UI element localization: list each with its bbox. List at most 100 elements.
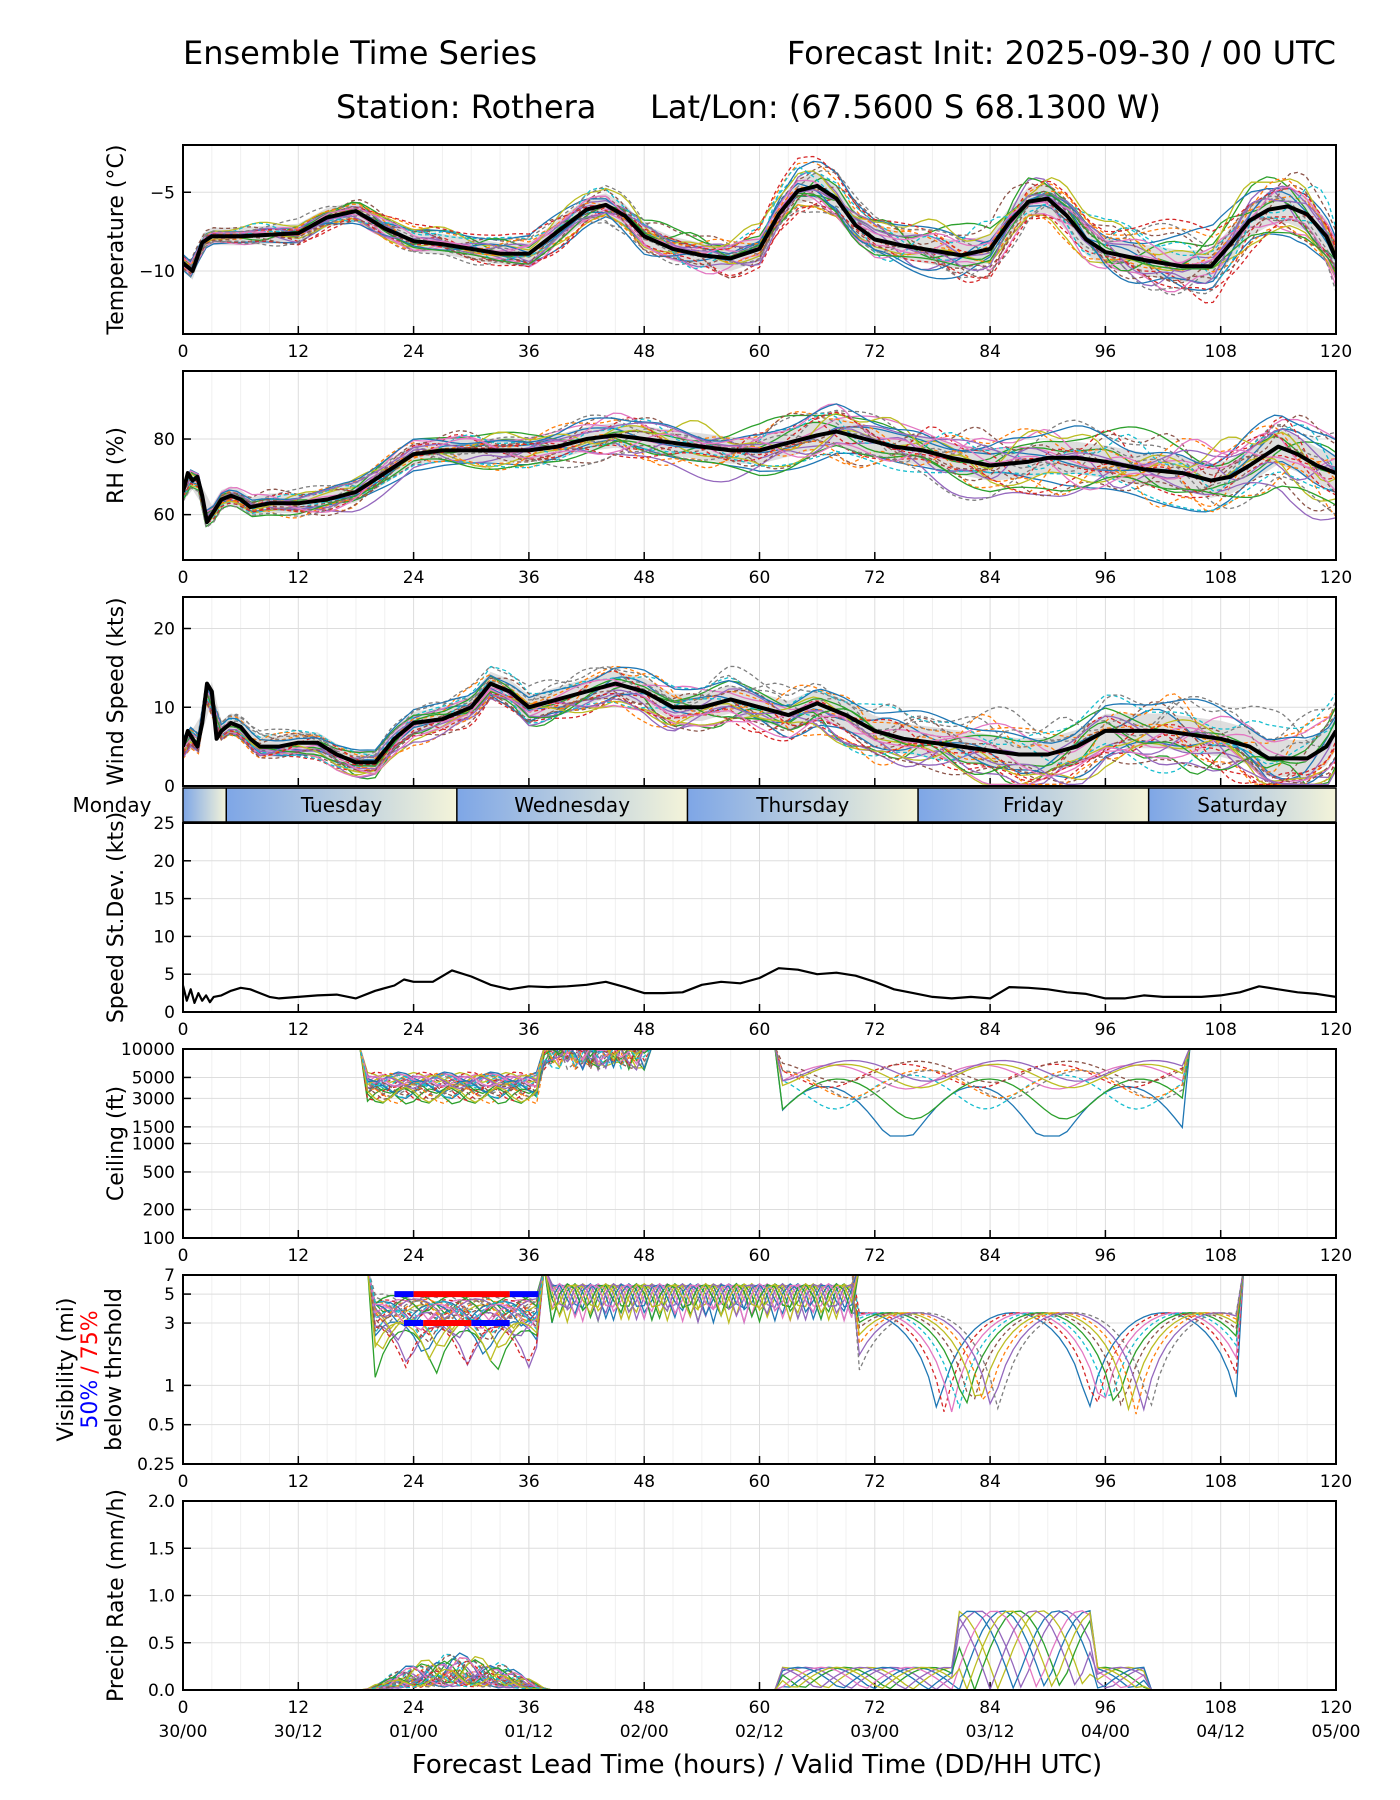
x-tick-label: 36: [518, 1698, 540, 1718]
x-tick-label: 0: [178, 1246, 189, 1266]
y-tick-label: 0.5: [148, 1634, 175, 1654]
x-tick-label: 0: [178, 568, 189, 588]
y-tick-label: −5: [150, 183, 175, 203]
plot-area: [367, 1275, 1244, 1415]
member-line: [368, 1275, 859, 1331]
member-line: [183, 686, 1336, 786]
member-line: [183, 692, 1336, 786]
x-tick-label: 24: [403, 342, 425, 362]
member-line: [359, 1049, 652, 1095]
member-line: [183, 422, 1336, 518]
x-tick-label: 96: [1095, 1698, 1117, 1718]
x-tick-label: 24: [403, 1472, 425, 1492]
y-tick-label: 2.0: [148, 1492, 175, 1512]
ensemble-mean-line: [183, 681, 1336, 765]
member-line: [359, 1049, 614, 1087]
x-tick-label: 84: [979, 1020, 1001, 1040]
member-line: [359, 1049, 652, 1083]
y-tick-label: 20: [153, 620, 175, 640]
member-line: [367, 1275, 859, 1362]
y-tick-label: 0.0: [148, 1681, 175, 1701]
x-tick-label: 84: [979, 568, 1001, 588]
title-left: Ensemble Time Series: [183, 34, 537, 72]
x-tick-label: 36: [518, 342, 540, 362]
x-tick-label: 36: [518, 568, 540, 588]
stdev-line: [183, 967, 1336, 1004]
y-tick-label: 0.5: [148, 1416, 175, 1436]
x-tick-label: 72: [864, 568, 886, 588]
axes-frame: [182, 144, 1337, 335]
member-line: [183, 415, 1336, 519]
x-tick-label: 108: [1204, 1246, 1236, 1266]
y-tick-label: 60: [153, 506, 175, 526]
panel-wind: 20 10 0 Wind Speed (kts): [104, 596, 1337, 797]
y-tick-label: 1: [164, 1376, 175, 1396]
x-tick-label: 96: [1095, 1246, 1117, 1266]
y-tick-label: 0: [164, 1003, 175, 1023]
y-tick-label: 10: [153, 698, 175, 718]
valid-time-label: 04/12: [1196, 1722, 1245, 1742]
x-tick-label: 24: [403, 1020, 425, 1040]
member-line: [183, 204, 1336, 291]
valid-time-label: 30/00: [159, 1722, 208, 1742]
day-segment: [687, 788, 919, 822]
valid-time-label: 03/00: [850, 1722, 899, 1742]
plot-area: [183, 665, 1336, 786]
member-line: [368, 1275, 1244, 1407]
x-tick-label: 60: [749, 568, 771, 588]
axes-frame: [182, 1274, 1337, 1465]
member-line: [183, 440, 1336, 521]
x-tick-label: 60: [749, 1020, 771, 1040]
y-tick-label: 80: [153, 430, 175, 450]
x-tick-label: 60: [749, 1698, 771, 1718]
day-segment: [1148, 788, 1336, 822]
member-line: [183, 439, 1336, 522]
panel-stdev: 25 20 15 10 5 00 12 24 36 48 60 72 84 96 108 120 Speed S…: [104, 812, 1352, 1040]
x-tick-label: 48: [633, 568, 655, 588]
title-right: Forecast Init: 2025-09-30 / 00 UTC: [787, 34, 1336, 72]
y-tick-label: 200: [143, 1201, 175, 1221]
day-segment: [918, 788, 1149, 822]
member-line: [183, 693, 1336, 786]
y-tick-label: 5: [164, 1285, 175, 1305]
member-line: [359, 1049, 643, 1084]
ensemble-mean-line: [183, 183, 1336, 273]
y-tick-label: 3: [164, 1314, 175, 1334]
y-tick-label: −10: [139, 262, 175, 282]
y-axis-label: Temperature (°C): [104, 145, 129, 336]
day-band: Monday Tuesday Wednesday Thursday Friday Satu…: [73, 787, 1337, 823]
ylabel-50pct: 50%: [78, 1380, 103, 1429]
x-tick-label: 96: [1095, 1020, 1117, 1040]
valid-time-label: 30/12: [274, 1722, 323, 1742]
x-tick-label: 108: [1204, 1472, 1236, 1492]
x-tick-label: 0: [178, 342, 189, 362]
x-tick-label: 48: [633, 1472, 655, 1492]
x-tick-label: 72: [864, 1246, 886, 1266]
y-tick-label: 3000: [132, 1089, 175, 1109]
member-line: [359, 1049, 604, 1094]
x-tick-label: 12: [287, 1246, 309, 1266]
ylabel-line: below thrshold: [102, 1288, 127, 1451]
latlon-label: Lat/Lon: (67.5600 S 68.1300 W): [650, 88, 1161, 126]
panel-visibility: 75 3 1 0.5 0.250 12 24 36 48 60 72 84 96 108 120 Visibi…: [54, 1266, 1352, 1492]
valid-time-label: 03/12: [966, 1722, 1015, 1742]
x-tick-label: 96: [1095, 342, 1117, 362]
valid-time-label: 04/00: [1081, 1722, 1130, 1742]
valid-time-label: 01/12: [504, 1722, 553, 1742]
day-segment: [226, 788, 457, 822]
member-line: [183, 425, 1336, 519]
member-line: [183, 434, 1336, 529]
day-label: Monday: [73, 793, 152, 817]
member-line: [183, 403, 1336, 512]
x-axis-label: Forecast Lead Time (hours) / Valid Time …: [412, 1750, 1102, 1780]
x-tick-label: 108: [1204, 568, 1236, 588]
panel-precip: 2.0 1.5 1.0 0.5 0.00 30/00 12 30/12 24 01/00 36 01/…: [104, 1489, 1361, 1742]
member-line: [183, 444, 1336, 518]
member-line: [183, 1660, 1336, 1690]
member-line: [359, 1049, 1191, 1137]
member-line: [183, 197, 1336, 296]
member-line: [183, 665, 1336, 763]
x-tick-label: 0: [178, 1698, 189, 1718]
station-label: Station: Rothera: [336, 88, 596, 126]
